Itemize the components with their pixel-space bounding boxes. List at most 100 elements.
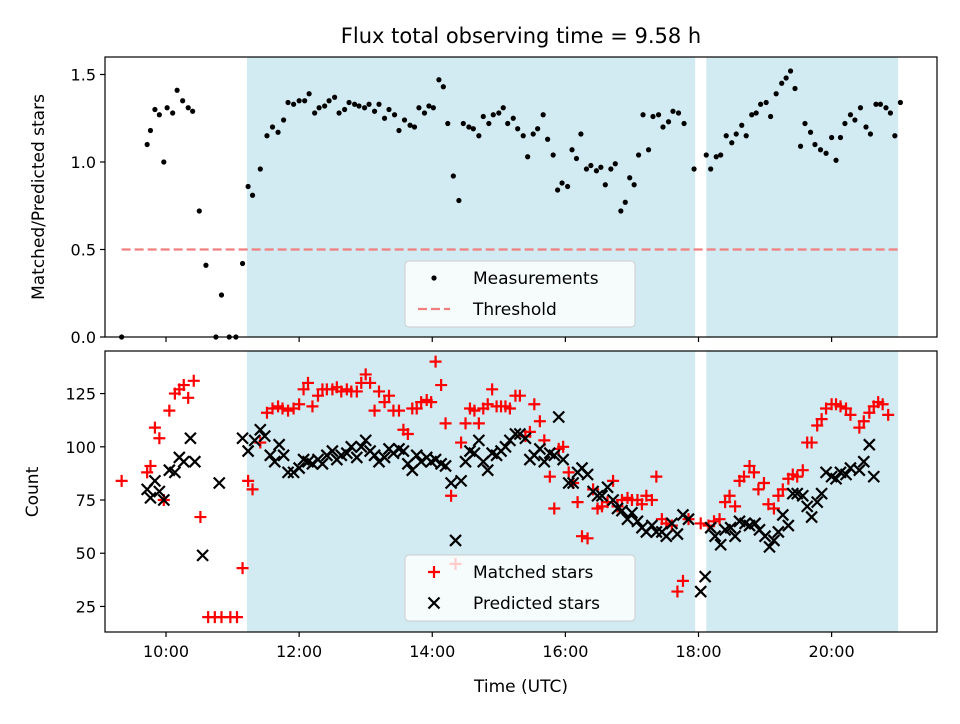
y-tick-label: 100 xyxy=(65,438,96,457)
predicted-star-point xyxy=(316,457,329,471)
matched-star-point xyxy=(844,408,857,421)
predicted-star-point xyxy=(650,525,663,539)
matched-star-point xyxy=(455,436,468,449)
predicted-star-point xyxy=(359,434,372,447)
matched-star-point xyxy=(772,489,785,502)
measurement-point xyxy=(555,187,561,193)
legend-measurement-swatch xyxy=(431,275,437,281)
predicted-star-point xyxy=(810,495,824,509)
measurement-point xyxy=(450,173,456,179)
legend-label: Matched stars xyxy=(473,563,593,583)
matched-star-point xyxy=(163,404,176,417)
matched-star-point xyxy=(115,474,128,487)
predicted-star-point xyxy=(694,585,707,598)
matched-star-point xyxy=(410,402,423,415)
matched-star-point xyxy=(306,400,319,413)
measurement-point xyxy=(883,105,889,111)
predicted-star-point xyxy=(148,474,162,488)
matched-star-point xyxy=(445,489,458,502)
measurement-point xyxy=(466,124,472,130)
predicted-star-point xyxy=(625,506,639,520)
measurement-point xyxy=(753,110,759,116)
predicted-star-point xyxy=(454,474,468,488)
matched-star-point xyxy=(528,398,541,411)
measurement-point xyxy=(829,134,835,141)
measurement-point xyxy=(867,131,874,137)
measurement-point xyxy=(218,292,225,298)
measurement-point xyxy=(602,182,608,188)
predicted-star-point xyxy=(829,472,843,486)
measurement-point xyxy=(440,84,446,90)
measurement-point xyxy=(180,98,186,104)
matched-star-point xyxy=(743,459,756,472)
y-tick-label: 0.0 xyxy=(71,328,96,347)
legend-label: Predicted stars xyxy=(473,594,600,614)
measurement-point xyxy=(275,129,281,135)
matched-star-point xyxy=(857,415,870,428)
matched-star-point xyxy=(729,500,742,513)
predicted-star-point xyxy=(350,451,364,464)
matched-star-point xyxy=(791,470,804,483)
measurement-point xyxy=(203,262,209,268)
measurement-point xyxy=(170,110,176,116)
matched-star-point xyxy=(472,417,485,430)
measurement-point xyxy=(797,143,804,149)
matched-star-point xyxy=(737,470,750,483)
legend-label: Measurements xyxy=(473,269,599,289)
matched-star-point xyxy=(187,374,200,387)
measurement-point xyxy=(612,161,618,167)
matched-star-point xyxy=(882,408,895,421)
predicted-star-point xyxy=(168,466,182,479)
matched-star-point xyxy=(144,459,157,472)
matched-star-point xyxy=(293,398,306,411)
measurement-point xyxy=(535,126,541,132)
measurement-point xyxy=(640,112,646,118)
matched-star-point xyxy=(557,440,570,453)
measurement-point xyxy=(185,105,191,111)
predicted-star-point xyxy=(410,449,424,462)
predicted-star-point xyxy=(601,480,614,494)
measurement-point xyxy=(559,180,565,186)
measurement-point xyxy=(302,98,308,104)
predicted-star-point xyxy=(248,434,262,447)
predicted-star-point xyxy=(552,410,565,424)
measurement-point xyxy=(593,168,600,174)
predicted-star-point xyxy=(292,461,306,475)
predicted-star-point xyxy=(268,455,282,468)
x-tick-label: 20:00 xyxy=(809,642,855,661)
measurement-point xyxy=(436,77,442,83)
predicted-star-point xyxy=(839,468,853,481)
predicted-star-point xyxy=(562,476,575,490)
matched-star-point xyxy=(571,496,584,509)
legend-predicted-swatch xyxy=(427,596,441,610)
matched-star-point xyxy=(364,376,377,389)
predicted-star-point xyxy=(621,512,634,526)
matched-star-point xyxy=(401,428,414,441)
measurement-point xyxy=(264,133,270,139)
measurement-point xyxy=(773,91,779,97)
matched-star-point xyxy=(513,389,526,402)
matched-star-point xyxy=(587,483,600,496)
measurement-point xyxy=(718,152,724,158)
matched-star-point xyxy=(757,476,770,489)
x-tick-label: 12:00 xyxy=(276,642,322,661)
predicted-star-point xyxy=(144,491,157,505)
measurement-point xyxy=(635,152,642,158)
predicted-star-point xyxy=(509,427,522,441)
matched-star-point xyxy=(811,419,824,432)
predicted-star-point xyxy=(776,508,790,522)
bottom-panel: 25 50 75 100 125 10:00 12:00 14:00 16:00 18:00 20:… xyxy=(65,350,938,661)
matched-star-point xyxy=(840,402,853,415)
measurement-point xyxy=(540,112,546,118)
predicted-star-point xyxy=(758,529,772,543)
predicted-star-point xyxy=(254,423,267,437)
predicted-star-point xyxy=(556,453,570,466)
predicted-star-point xyxy=(665,517,679,530)
matched-star-point xyxy=(177,379,190,392)
measurement-point xyxy=(675,110,682,116)
predicted-star-point xyxy=(724,521,737,534)
measurement-point xyxy=(396,127,402,134)
measurement-point xyxy=(545,136,551,142)
matched-star-point xyxy=(486,383,499,396)
measurement-point xyxy=(316,105,322,111)
